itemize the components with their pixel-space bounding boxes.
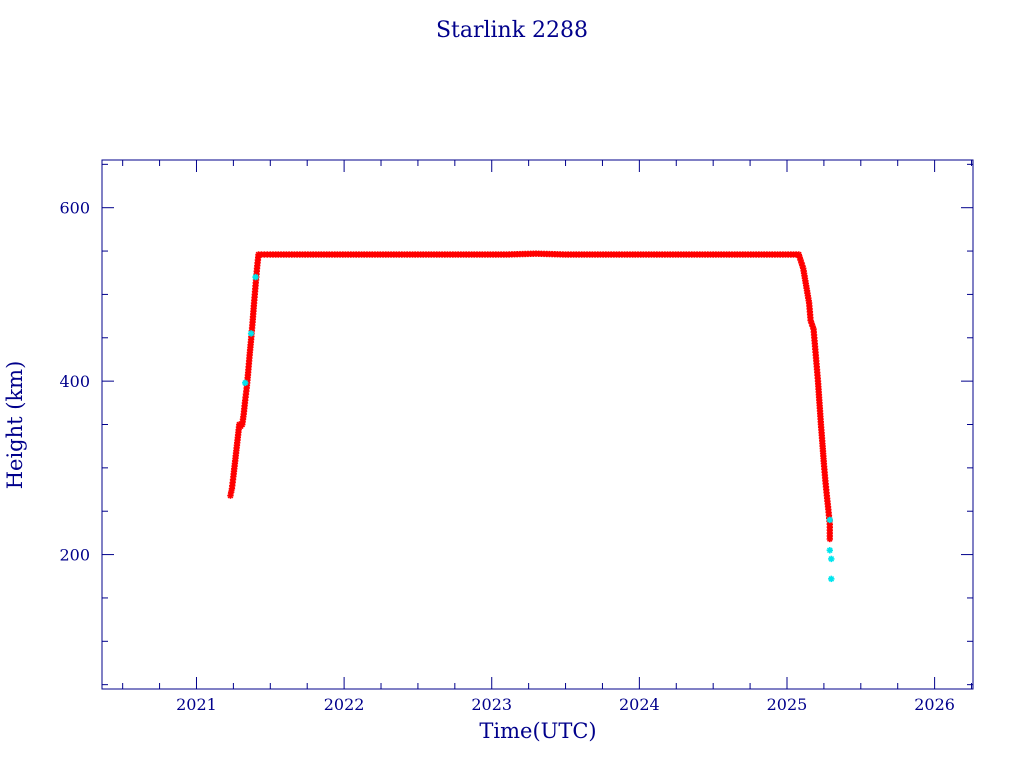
data-point-red [807, 317, 814, 324]
data-points [227, 250, 835, 583]
data-point-red [826, 535, 834, 543]
y-tick-labels: 200 400 600 [59, 199, 90, 565]
data-point-cyan [828, 555, 835, 563]
y-tick-label: 600 [59, 199, 90, 218]
data-point-cyan [241, 379, 249, 387]
data-point-cyan [247, 330, 255, 337]
data-point-cyan [826, 516, 834, 524]
x-tick-label: 2024 [619, 695, 660, 714]
x-tick-label: 2022 [324, 695, 365, 714]
x-tick-label: 2021 [176, 695, 217, 714]
plot-frame [101, 159, 974, 690]
data-point-red [796, 254, 803, 261]
data-point-cyan [828, 575, 835, 583]
x-tick-label: 2026 [914, 695, 955, 714]
x-tick-labels: 2021 2022 2023 2024 2025 2026 [176, 695, 955, 714]
x-tick-label: 2023 [471, 695, 512, 714]
y-tick-label: 200 [59, 546, 90, 565]
data-point-red [798, 259, 805, 267]
chart-title: Starlink 2288 [436, 18, 588, 43]
data-point-cyan [252, 273, 259, 281]
y-tick-label: 400 [59, 372, 90, 391]
x-tick-label: 2025 [767, 695, 808, 714]
x-axis-label: Time(UTC) [479, 719, 596, 743]
data-point-cyan [826, 547, 834, 554]
y-axis-label: Height (km) [3, 361, 27, 490]
axis-ticks [102, 160, 973, 689]
